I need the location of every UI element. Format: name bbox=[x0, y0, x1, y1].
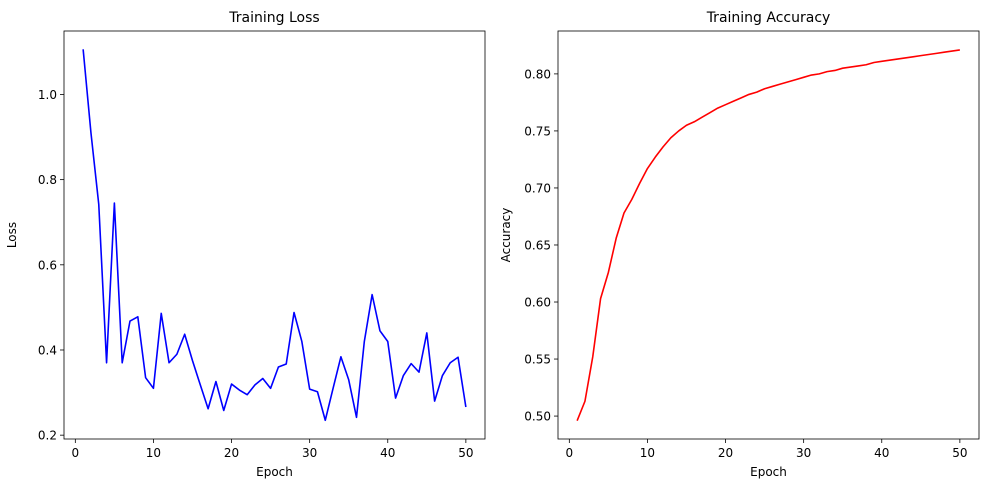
y-tick-label: 0.8 bbox=[38, 173, 57, 187]
x-axis-label: Epoch bbox=[256, 465, 293, 479]
x-tick-label: 0 bbox=[566, 446, 574, 460]
chart-panel-1: 0 10 20 30 40 50 0.2 0.4 0.6 0.8 1.0 Training Loss E… bbox=[5, 10, 486, 479]
y-tick-label: 0.55 bbox=[524, 353, 551, 367]
y-tick-label: 1.0 bbox=[38, 88, 57, 102]
x-tick-label: 30 bbox=[796, 446, 811, 460]
y-tick-label: 0.70 bbox=[524, 181, 551, 195]
x-axis-label: Epoch bbox=[750, 465, 787, 479]
y-tick-label: 0.65 bbox=[524, 238, 551, 252]
x-tick-label: 40 bbox=[874, 446, 889, 460]
series-line bbox=[82, 49, 467, 422]
y-tick-label: 0.2 bbox=[38, 429, 57, 443]
x-tick-label: 30 bbox=[302, 446, 317, 460]
plot-frame bbox=[557, 30, 980, 440]
y-tick-label: 0.80 bbox=[524, 67, 551, 81]
x-tick-label: 10 bbox=[640, 446, 655, 460]
y-tick-label: 0.50 bbox=[524, 410, 551, 424]
y-tick-label: 0.60 bbox=[524, 296, 551, 310]
y-axis-label: Accuracy bbox=[499, 208, 513, 263]
x-tick-label: 50 bbox=[952, 446, 967, 460]
x-tick-label: 20 bbox=[718, 446, 733, 460]
y-tick-label: 0.6 bbox=[38, 258, 57, 272]
x-tick-label: 20 bbox=[224, 446, 239, 460]
series-line bbox=[576, 49, 960, 421]
chart-panel-2: 0 10 20 30 40 50 0.50 0.55 0.60 0.65 0.70 0.75 0.80 T… bbox=[499, 10, 980, 479]
chart-title: Training Accuracy bbox=[706, 10, 831, 26]
y-tick-label: 0.75 bbox=[524, 124, 551, 138]
x-tick-label: 0 bbox=[72, 446, 80, 460]
x-tick-label: 50 bbox=[458, 446, 473, 460]
chart-title: Training Loss bbox=[228, 10, 319, 26]
x-tick-label: 10 bbox=[146, 446, 161, 460]
y-tick-label: 0.4 bbox=[38, 343, 57, 357]
plot-frame bbox=[63, 30, 486, 440]
y-axis-label: Loss bbox=[5, 222, 19, 248]
x-tick-label: 40 bbox=[380, 446, 395, 460]
